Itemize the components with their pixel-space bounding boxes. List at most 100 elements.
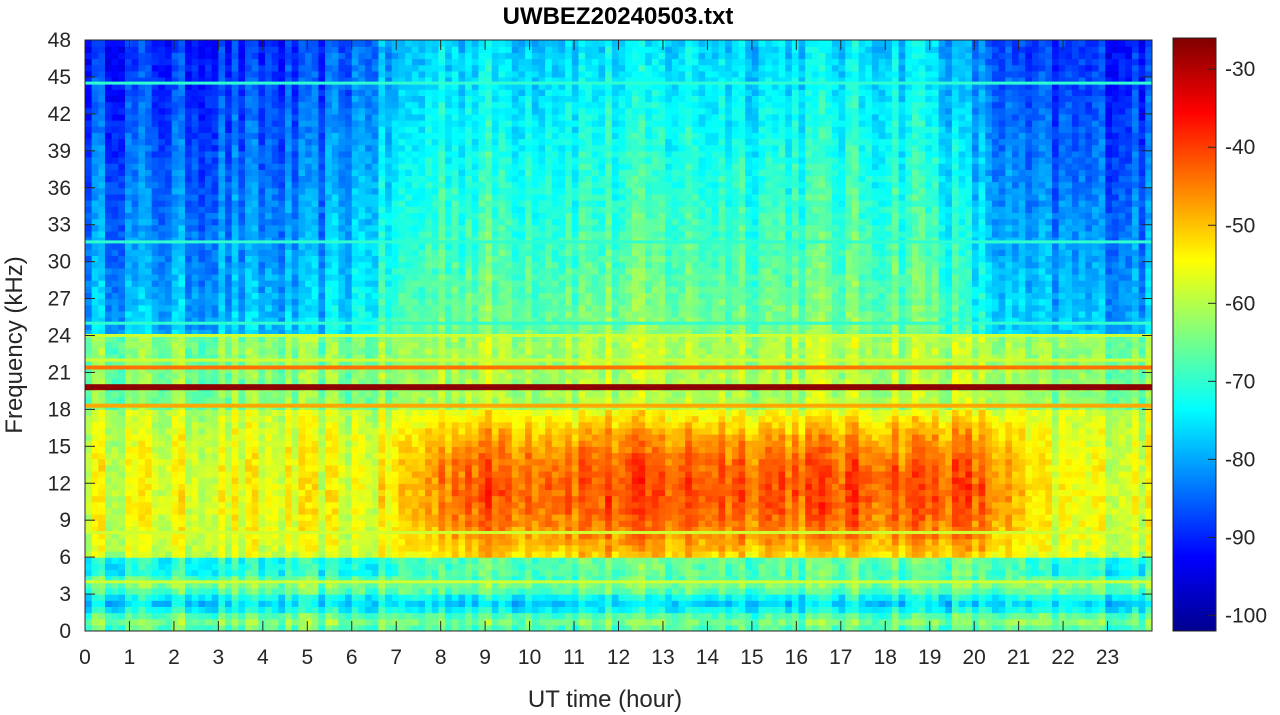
heatmap-cell	[305, 249, 313, 257]
heatmap-cell	[85, 261, 93, 269]
heatmap-cell	[251, 557, 259, 564]
heatmap-cell	[278, 200, 286, 207]
heatmap-cell	[171, 366, 179, 374]
heatmap-cell	[285, 526, 293, 534]
heatmap-cell	[151, 187, 159, 195]
heatmap-cell	[338, 95, 346, 103]
heatmap-cell	[345, 452, 353, 460]
heatmap-cell	[358, 267, 366, 275]
heatmap-cell	[365, 120, 373, 127]
heatmap-cell	[338, 360, 346, 367]
heatmap-cell	[151, 304, 159, 312]
heatmap-cell	[305, 434, 313, 441]
heatmap-cell	[131, 89, 139, 97]
heatmap-cell	[198, 255, 206, 263]
heatmap-cell	[371, 464, 380, 472]
heatmap-cell	[278, 594, 286, 601]
heatmap-cell	[198, 273, 206, 281]
heatmap-cell	[398, 446, 406, 454]
heatmap-cell	[131, 563, 139, 571]
heatmap-cell	[218, 323, 226, 330]
heatmap-cell	[291, 156, 299, 164]
heatmap-cell	[358, 89, 366, 97]
heatmap-cell	[398, 58, 406, 66]
heatmap-cell	[85, 501, 93, 509]
heatmap-cell	[378, 606, 386, 614]
heatmap-cell	[338, 304, 346, 312]
heatmap-cell	[405, 563, 413, 571]
heatmap-cell	[425, 273, 433, 281]
heatmap-cell	[211, 421, 219, 429]
heatmap-cell	[285, 52, 293, 60]
heatmap-cell	[271, 101, 279, 109]
heatmap-cell	[105, 150, 113, 158]
heatmap-cell	[225, 132, 233, 140]
heatmap-cell	[405, 224, 413, 232]
heatmap-cell	[298, 46, 306, 53]
heatmap-cell	[178, 83, 186, 90]
heatmap-cell	[265, 323, 273, 330]
heatmap-cell	[285, 409, 293, 417]
heatmap-cell	[238, 224, 246, 232]
heatmap-cell	[205, 138, 213, 146]
heatmap-cell	[358, 261, 366, 269]
heatmap-cell	[225, 532, 233, 540]
heatmap-cell	[405, 470, 413, 478]
heatmap-cell	[265, 415, 273, 423]
heatmap-cell	[371, 40, 380, 47]
heatmap-cell	[385, 169, 393, 177]
heatmap-cell	[111, 83, 119, 90]
heatmap-cell	[158, 409, 166, 417]
heatmap-cell	[185, 378, 193, 386]
heatmap-cell	[291, 520, 299, 527]
heatmap-cell	[325, 132, 333, 140]
heatmap-cell	[85, 298, 93, 306]
heatmap-cell	[345, 390, 353, 398]
heatmap-cell	[238, 464, 246, 472]
heatmap-cell	[298, 292, 306, 300]
heatmap-cell	[258, 587, 266, 595]
heatmap-cell	[351, 624, 360, 631]
heatmap-cell	[118, 409, 126, 417]
heatmap-cell	[171, 421, 179, 429]
heatmap-cell	[418, 415, 426, 423]
heatmap-cell	[105, 273, 113, 281]
heatmap-cell	[291, 169, 299, 177]
heatmap-cell	[165, 138, 173, 146]
heatmap-cell	[171, 249, 179, 257]
heatmap-cell	[105, 107, 113, 115]
heatmap-cell	[378, 569, 386, 577]
heatmap-cell	[218, 470, 226, 478]
heatmap-cell	[365, 64, 373, 72]
heatmap-cell	[358, 581, 366, 589]
heatmap-cell	[291, 464, 299, 472]
heatmap-cell	[151, 76, 159, 84]
heatmap-cell	[85, 169, 93, 177]
heatmap-cell	[411, 360, 420, 367]
heatmap-cell	[365, 606, 373, 614]
heatmap-cell	[238, 452, 246, 460]
heatmap-cell	[371, 261, 380, 269]
heatmap-cell	[298, 126, 306, 133]
heatmap-cell	[405, 237, 413, 244]
heatmap-cell	[251, 273, 259, 281]
heatmap-cell	[91, 212, 99, 220]
heatmap-cell	[365, 520, 373, 527]
heatmap-cell	[178, 212, 186, 220]
heatmap-cell	[158, 569, 166, 577]
heatmap-cell	[311, 594, 320, 601]
heatmap-cell	[251, 526, 259, 534]
heatmap-cell	[351, 544, 360, 552]
heatmap-cell	[145, 569, 153, 577]
heatmap-cell	[131, 187, 139, 195]
heatmap-cell	[391, 329, 400, 337]
heatmap-cell	[205, 415, 213, 423]
heatmap-cell	[91, 292, 99, 300]
heatmap-cell	[358, 163, 366, 170]
heatmap-cell	[91, 440, 99, 447]
heatmap-cell	[418, 224, 426, 232]
heatmap-cell	[391, 237, 400, 244]
heatmap-cell	[318, 329, 326, 337]
heatmap-cell	[191, 89, 199, 97]
heatmap-cell	[271, 421, 279, 429]
